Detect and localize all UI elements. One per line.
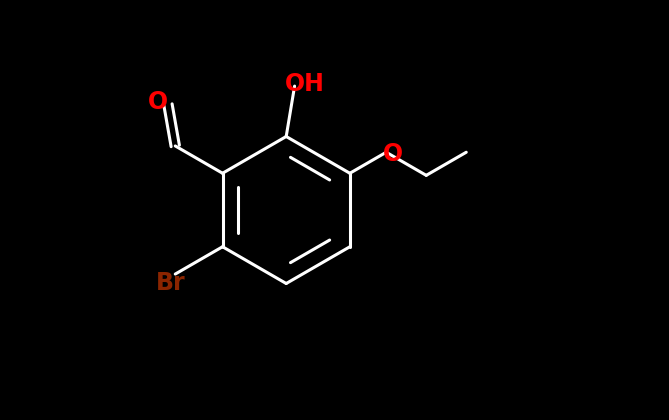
Text: OH: OH [285, 72, 325, 96]
Text: O: O [383, 142, 403, 166]
Text: Br: Br [157, 271, 186, 295]
Text: O: O [147, 90, 167, 115]
